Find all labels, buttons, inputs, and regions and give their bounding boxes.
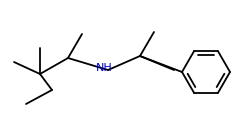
Text: NH: NH <box>96 63 112 73</box>
